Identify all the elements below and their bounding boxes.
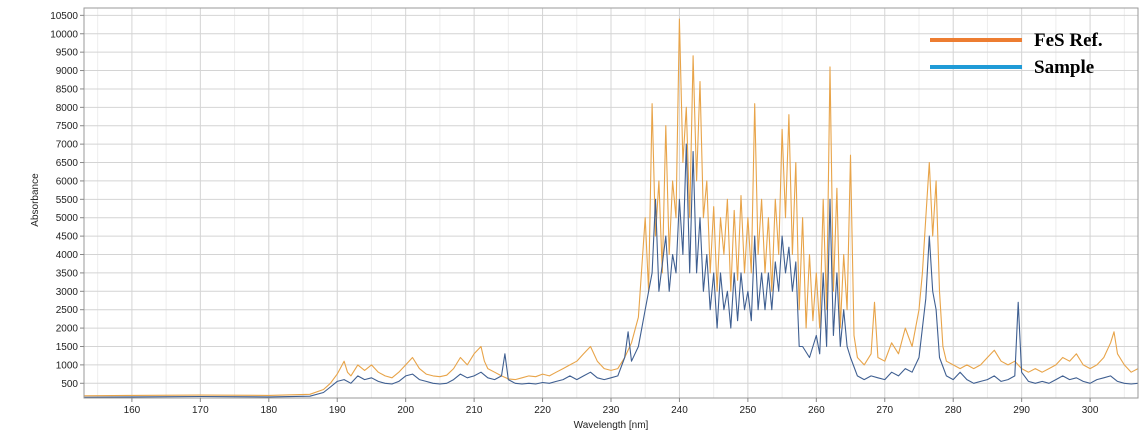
y-tick-label: 8000 — [56, 103, 79, 114]
x-tick-label: 220 — [534, 405, 551, 416]
x-tick-label: 210 — [466, 405, 483, 416]
x-tick-label: 180 — [260, 405, 277, 416]
x-tick-label: 240 — [671, 405, 688, 416]
x-tick-label: 280 — [945, 405, 962, 416]
x-tick-label: 250 — [740, 405, 757, 416]
y-tick-label: 6500 — [56, 158, 79, 169]
x-tick-label: 160 — [124, 405, 141, 416]
legend: FeS Ref. Sample — [930, 30, 1103, 78]
series-line-fes-ref — [83, 18, 1139, 397]
y-tick-label: 8500 — [56, 84, 79, 95]
y-tick-label: 4500 — [56, 232, 79, 243]
y-tick-label: 9000 — [56, 66, 79, 77]
y-tick-label: 10500 — [50, 11, 78, 22]
y-axis-ticks: 500 1000 1500 2000 2500 3000 3500 4000 4500 5000 5… — [50, 11, 84, 390]
x-tick-label: 270 — [876, 405, 893, 416]
y-tick-label: 9500 — [56, 48, 79, 59]
series-lines — [83, 18, 1139, 398]
y-tick-label: 5000 — [56, 213, 79, 224]
series-line-sample — [83, 143, 1139, 398]
x-axis-title: Wavelength [nm] — [574, 420, 649, 431]
x-tick-label: 230 — [603, 405, 620, 416]
x-tick-label: 170 — [192, 405, 209, 416]
x-tick-label: 290 — [1013, 405, 1030, 416]
x-axis-ticks: 160 170 180 190 200 210 220 230 240 250 260 270 280 2… — [124, 398, 1099, 416]
y-axis-title: Absorbance — [30, 173, 41, 227]
x-tick-label: 200 — [397, 405, 414, 416]
gridlines — [84, 8, 1138, 398]
y-tick-label: 6000 — [56, 176, 79, 187]
y-tick-label: 3500 — [56, 268, 79, 279]
plot-area — [83, 7, 1139, 399]
y-tick-label: 7000 — [56, 140, 79, 151]
y-tick-label: 7500 — [56, 121, 79, 132]
y-tick-label: 4000 — [56, 250, 79, 261]
y-tick-label: 3000 — [56, 287, 79, 298]
x-tick-label: 260 — [808, 405, 825, 416]
y-tick-label: 2500 — [56, 305, 79, 316]
legend-label: FeS Ref. — [1034, 30, 1103, 51]
y-tick-label: 10000 — [50, 29, 78, 40]
x-tick-label: 300 — [1082, 405, 1099, 416]
y-tick-label: 1000 — [56, 360, 79, 371]
y-tick-label: 5500 — [56, 195, 79, 206]
y-tick-label: 500 — [61, 379, 78, 390]
y-tick-label: 1500 — [56, 342, 79, 353]
y-tick-label: 2000 — [56, 324, 79, 335]
x-tick-label: 190 — [329, 405, 346, 416]
legend-label: Sample — [1034, 57, 1094, 78]
